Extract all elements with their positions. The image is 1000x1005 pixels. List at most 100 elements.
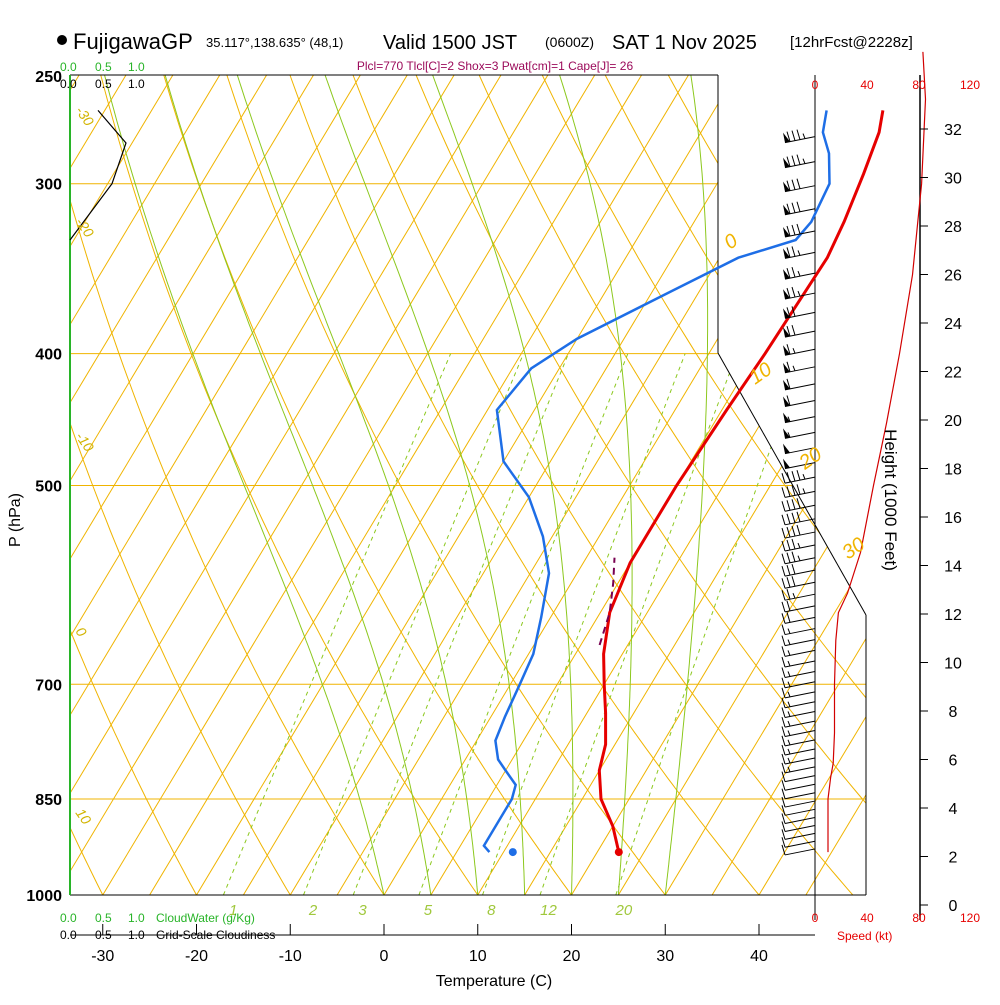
dry-adiabat-label: 10 — [745, 358, 776, 389]
speed-tick-top-1: 40 — [860, 78, 874, 92]
height-tick-label: 18 — [944, 462, 962, 479]
pressure-tick-label: 500 — [35, 479, 62, 496]
moist-adiabat — [317, 52, 525, 895]
speed-tick-bottom-0: 0 — [812, 911, 819, 925]
wind-barb — [783, 155, 815, 168]
dry-adiabat-label: 30 — [838, 533, 869, 564]
isotherm-label: -30 — [73, 103, 98, 129]
cloudiness-tick-top-0: 0.0 — [60, 77, 77, 91]
wind-barb — [782, 745, 815, 755]
mixing-ratio-label: 12 — [540, 902, 557, 919]
mixing-ratio-label: 5 — [424, 902, 433, 919]
wind-barb — [783, 362, 815, 373]
wind-barb — [782, 498, 815, 511]
cloudwater-tick-top-2: 1.0 — [128, 60, 145, 74]
height-tick-label: 0 — [949, 898, 958, 915]
isotherm-label: -10 — [73, 429, 98, 455]
height-tick-label: 28 — [944, 219, 962, 236]
isotherm-label: 0 — [73, 624, 91, 640]
height-tick-label: 26 — [944, 268, 962, 285]
wind-barb — [782, 646, 815, 656]
wind-barb — [783, 306, 815, 318]
height-tick-label: 16 — [944, 510, 962, 527]
height-tick-label: 14 — [944, 559, 962, 576]
wind-barb — [782, 678, 815, 688]
wind-barb — [782, 576, 815, 588]
x-tick-label: 20 — [563, 948, 581, 965]
x-axis-title: Temperature (C) — [436, 973, 552, 990]
pressure-tick-label: 700 — [35, 677, 62, 694]
wind-barb — [783, 344, 815, 355]
wind-barb — [783, 130, 815, 143]
wind-barb — [782, 717, 815, 727]
wind-barb — [782, 512, 815, 525]
dry-adiabat-label: 0 — [720, 230, 742, 254]
isotherm-label: 10 — [73, 805, 95, 827]
cloudiness-tick-top-2: 1.0 — [128, 77, 145, 91]
cloudwater-tick-bottom-0: 0.0 — [60, 911, 77, 925]
x-tick-label: 40 — [750, 948, 768, 965]
speed-tick-top-0: 0 — [812, 78, 819, 92]
valid-time: Valid 1500 JST — [383, 32, 517, 54]
height-axis-title: Height (1000 Feet) — [881, 429, 900, 571]
cloudiness-tick-bottom-2: 1.0 — [128, 928, 145, 942]
mixing-ratio-label: 2 — [308, 902, 318, 919]
wind-speed-line — [828, 52, 926, 852]
frames — [70, 75, 920, 920]
wind-barb — [782, 736, 815, 746]
isotherm — [806, 75, 1000, 895]
station-coords: 35.117°,138.635° (48,1) — [206, 35, 343, 50]
wind-barb — [782, 564, 815, 576]
moist-adiabat — [159, 52, 431, 895]
speed-tick-bottom-1: 40 — [860, 911, 874, 925]
mixing-ratio-line — [304, 354, 524, 895]
dry-adiabat — [594, 52, 1000, 924]
wind-barb — [783, 325, 815, 337]
surface-dewpoint-dot — [509, 848, 517, 856]
wind-barb — [782, 754, 815, 764]
x-tick-label: 0 — [380, 948, 389, 965]
moist-adiabat — [552, 52, 632, 895]
dry-adiabat-label: 20 — [794, 443, 826, 474]
moist-adiabat — [665, 52, 707, 895]
cloudwater-tick-top-0: 0.0 — [60, 60, 77, 74]
speed-tick-top-2: 80 — [912, 78, 926, 92]
cloudwater-tick-bottom-2: 1.0 — [128, 911, 145, 925]
x-tick-label: 30 — [656, 948, 674, 965]
height-tick-label: 20 — [944, 413, 962, 430]
speed-tick-bottom-2: 80 — [912, 911, 926, 925]
speed-label: Speed (kt) — [837, 929, 892, 943]
wind-barb — [782, 539, 815, 551]
wind-barb — [783, 179, 815, 192]
cloudiness-tick-bottom-0: 0.0 — [60, 928, 77, 942]
stability-indices: Plcl=770 Tlcl[C]=2 Shox=3 Pwat[cm]=1 Cap… — [357, 59, 634, 73]
diagram-background — [0, 52, 1000, 924]
forecast-info: [12hrFcst@2228z] — [790, 34, 913, 51]
surface-temperature-dot — [615, 848, 623, 856]
moist-adiabat — [424, 52, 573, 895]
height-tick-label: 10 — [944, 656, 962, 673]
wind-barb — [783, 413, 815, 423]
height-tick-label: 30 — [944, 171, 962, 188]
wind-barb — [782, 625, 815, 635]
x-tick-label: -10 — [279, 948, 302, 965]
scale-labels: 0.0 0.5 1.0 0.0 0.5 1.0 0.0 0.5 1.0 Clou… — [7, 60, 980, 990]
height-tick-label: 4 — [949, 801, 958, 818]
cloudwater-tick-top-1: 0.5 — [95, 60, 112, 74]
mixing-ratio-label: 8 — [487, 902, 496, 919]
cloudiness-tick-top-1: 0.5 — [95, 77, 112, 91]
cloudwater-tick-bottom-1: 0.5 — [95, 911, 112, 925]
pressure-tick-label: 250 — [35, 69, 62, 86]
height-tick-label: 22 — [944, 365, 962, 382]
wind-barb — [782, 772, 815, 782]
dry-adiabat — [157, 52, 593, 924]
height-tick-label: 12 — [944, 607, 962, 624]
speed-tick-bottom-3: 120 — [960, 911, 980, 925]
dewpoint-line — [484, 110, 830, 852]
speed-tick-top-3: 120 — [960, 78, 980, 92]
wind-barb — [783, 246, 815, 258]
header: FujigawaGP 35.117°,138.635° (48,1) Valid… — [57, 29, 913, 73]
height-tick-label: 32 — [944, 122, 962, 139]
